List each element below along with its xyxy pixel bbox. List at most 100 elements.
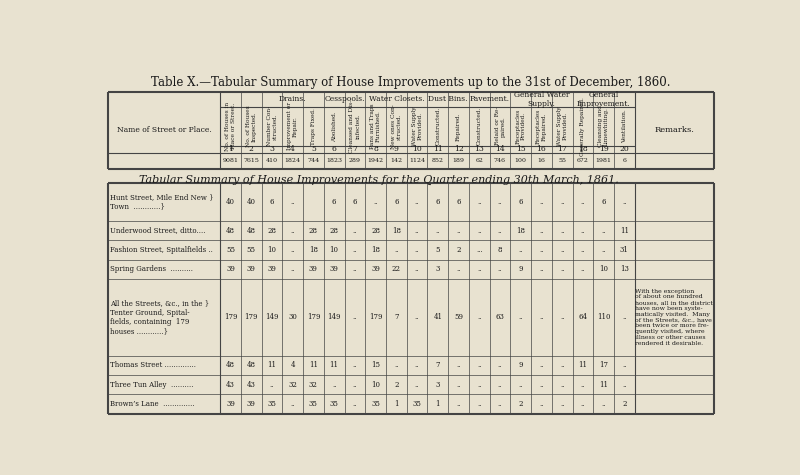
Text: 672: 672 — [577, 159, 589, 163]
Text: 8: 8 — [498, 246, 502, 254]
Text: ..: .. — [435, 227, 440, 235]
Text: ..: .. — [560, 361, 565, 370]
Text: With the exception
of about one hundred
houses, all in the district
have now bee: With the exception of about one hundred … — [635, 289, 714, 346]
Text: 1981: 1981 — [596, 159, 612, 163]
Text: 35: 35 — [371, 400, 380, 408]
Text: ..: .. — [539, 400, 544, 408]
Text: 19: 19 — [598, 145, 609, 153]
Text: Constructed.: Constructed. — [435, 107, 440, 145]
Text: ..: .. — [518, 246, 523, 254]
Text: Cleansing and
Limewhiting.: Cleansing and Limewhiting. — [598, 105, 609, 147]
Text: 1823: 1823 — [326, 159, 342, 163]
Text: 1942: 1942 — [367, 159, 384, 163]
Text: ..: .. — [477, 361, 482, 370]
Text: ..: .. — [560, 198, 565, 206]
Text: ..: .. — [602, 246, 606, 254]
Text: 11: 11 — [578, 361, 587, 370]
Text: ..: .. — [581, 198, 585, 206]
Text: 28: 28 — [371, 227, 380, 235]
Text: ..: .. — [353, 380, 357, 389]
Text: Cesspools.: Cesspools. — [324, 95, 365, 104]
Text: 28: 28 — [267, 227, 277, 235]
Text: Water Supply
Provided.: Water Supply Provided. — [557, 106, 567, 146]
Text: General Water
Supply.: General Water Supply. — [514, 91, 570, 108]
Text: 64: 64 — [578, 313, 587, 321]
Text: 289: 289 — [349, 159, 361, 163]
Text: ..: .. — [539, 227, 544, 235]
Text: General
Improvement.: General Improvement. — [577, 91, 630, 108]
Text: ..: .. — [622, 313, 626, 321]
Text: 7: 7 — [353, 145, 358, 153]
Text: 6: 6 — [518, 198, 523, 206]
Text: 2: 2 — [518, 400, 523, 408]
Text: ..: .. — [415, 198, 419, 206]
Text: 41: 41 — [434, 313, 442, 321]
Text: 22: 22 — [392, 265, 401, 273]
Text: Brown’s Lane  ..............: Brown’s Lane .............. — [110, 400, 194, 408]
Text: ..: .. — [477, 227, 482, 235]
Text: 48: 48 — [246, 361, 256, 370]
Text: 179: 179 — [245, 313, 258, 321]
Text: 149: 149 — [266, 313, 278, 321]
Text: 62: 62 — [475, 159, 483, 163]
Text: 149: 149 — [327, 313, 341, 321]
Text: ..: .. — [353, 400, 357, 408]
Text: 35: 35 — [330, 400, 338, 408]
Text: 18: 18 — [578, 145, 588, 153]
Text: 10: 10 — [267, 246, 277, 254]
Text: ..: .. — [456, 265, 461, 273]
Text: ..: .. — [353, 227, 357, 235]
Text: ..: .. — [477, 198, 482, 206]
Text: Water Closets.: Water Closets. — [369, 95, 424, 104]
Text: Fashion Street, Spitalfields ..: Fashion Street, Spitalfields .. — [110, 246, 213, 254]
Text: 17: 17 — [558, 145, 567, 153]
Text: ..: .. — [602, 400, 606, 408]
Text: ..: .. — [456, 380, 461, 389]
Text: 100: 100 — [514, 159, 526, 163]
Text: 3: 3 — [436, 380, 440, 389]
Text: ..: .. — [560, 265, 565, 273]
Text: 7: 7 — [394, 313, 398, 321]
Text: ..: .. — [477, 313, 482, 321]
Text: ..: .. — [353, 313, 357, 321]
Text: ..: .. — [539, 246, 544, 254]
Text: Abolished.: Abolished. — [332, 111, 337, 142]
Text: 1: 1 — [394, 400, 398, 408]
Text: ..: .. — [290, 246, 295, 254]
Text: 16: 16 — [537, 145, 546, 153]
Text: 179: 179 — [369, 313, 382, 321]
Text: 5: 5 — [311, 145, 316, 153]
Text: 18: 18 — [309, 246, 318, 254]
Text: 1124: 1124 — [409, 159, 425, 163]
Text: Receptacles
Repaired.: Receptacles Repaired. — [536, 109, 547, 144]
Text: 4: 4 — [290, 361, 295, 370]
Text: 39: 39 — [226, 265, 235, 273]
Text: 6: 6 — [602, 198, 606, 206]
Text: 59: 59 — [454, 313, 463, 321]
Text: 39: 39 — [246, 265, 256, 273]
Text: ..: .. — [415, 265, 419, 273]
Text: Cleansed and Dis-
infected.: Cleansed and Dis- infected. — [350, 100, 360, 153]
Text: ..: .. — [353, 265, 357, 273]
Text: ..: .. — [415, 361, 419, 370]
Text: 30: 30 — [288, 313, 297, 321]
Text: ..: .. — [498, 400, 502, 408]
Text: No. of Houses in
Place or Street.: No. of Houses in Place or Street. — [225, 102, 236, 151]
Text: 13: 13 — [474, 145, 484, 153]
Text: Table X.—Tabular Summary of House Improvements up to the 31st of December, 1860.: Table X.—Tabular Summary of House Improv… — [151, 76, 670, 89]
Text: Spring Gardens  ..........: Spring Gardens .......... — [110, 265, 193, 273]
Text: Generally Repaired.: Generally Repaired. — [581, 97, 586, 156]
Text: ...: ... — [476, 246, 482, 254]
Text: 744: 744 — [307, 159, 319, 163]
Text: Improvement or
Repair.: Improvement or Repair. — [287, 102, 298, 151]
Text: 39: 39 — [309, 265, 318, 273]
Text: 142: 142 — [390, 159, 402, 163]
Text: 3: 3 — [436, 265, 440, 273]
Text: Thomas Street ..............: Thomas Street .............. — [110, 361, 196, 370]
Text: 16: 16 — [538, 159, 546, 163]
Text: 4: 4 — [290, 145, 295, 153]
Text: Traps Fixed.: Traps Fixed. — [311, 108, 316, 145]
Text: ..: .. — [539, 361, 544, 370]
Text: New ones Con-
structed.: New ones Con- structed. — [391, 104, 402, 149]
Text: Tabular Summary of House Improvements for the Quarter ending 30th March, 1861.: Tabular Summary of House Improvements fo… — [139, 175, 619, 185]
